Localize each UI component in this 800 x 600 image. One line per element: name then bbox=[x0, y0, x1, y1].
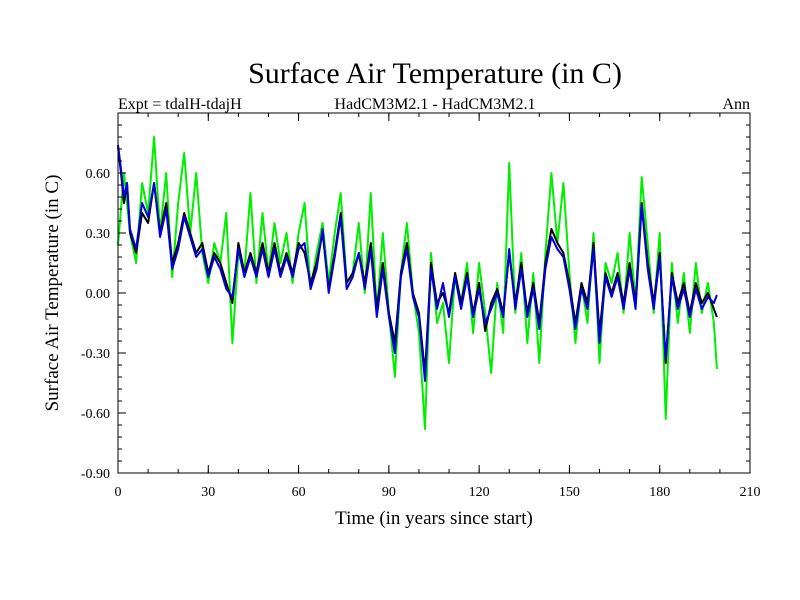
chart-title: Surface Air Temperature (in C) bbox=[248, 57, 622, 90]
x-tick-label: 210 bbox=[740, 485, 761, 500]
y-tick-label: 0.00 bbox=[86, 287, 111, 302]
x-tick-label: 180 bbox=[649, 485, 670, 500]
x-tick-label: 0 bbox=[115, 485, 122, 500]
y-axis-label: Surface Air Temperature (in C) bbox=[42, 175, 63, 412]
x-tick-label: 150 bbox=[559, 485, 580, 500]
period-label: Ann bbox=[722, 96, 750, 113]
y-tick-label: 0.60 bbox=[86, 167, 111, 182]
x-tick-label: 30 bbox=[201, 485, 215, 500]
series-group bbox=[117, 136, 718, 430]
y-tick-label: 0.30 bbox=[86, 227, 111, 242]
x-tick-label: 60 bbox=[292, 485, 306, 500]
x-tick-label: 120 bbox=[469, 485, 490, 500]
axis-ticks: 0 30 60 90 120 150 180 210 -0.90 -0.60 -0.30 0.00 0.… bbox=[81, 112, 761, 500]
series-line-green bbox=[117, 136, 718, 430]
y-tick-label: -0.90 bbox=[81, 467, 110, 482]
y-tick-label: -0.60 bbox=[81, 407, 110, 422]
x-axis-label: Time (in years since start) bbox=[335, 508, 533, 529]
model-label: HadCM3M2.1 - HadCM3M2.1 bbox=[335, 96, 536, 113]
series-line-blue bbox=[117, 144, 718, 382]
experiment-label: Expt = tdalH-tdajH bbox=[118, 96, 242, 113]
y-tick-label: -0.30 bbox=[81, 347, 110, 362]
x-tick-label: 90 bbox=[382, 485, 396, 500]
